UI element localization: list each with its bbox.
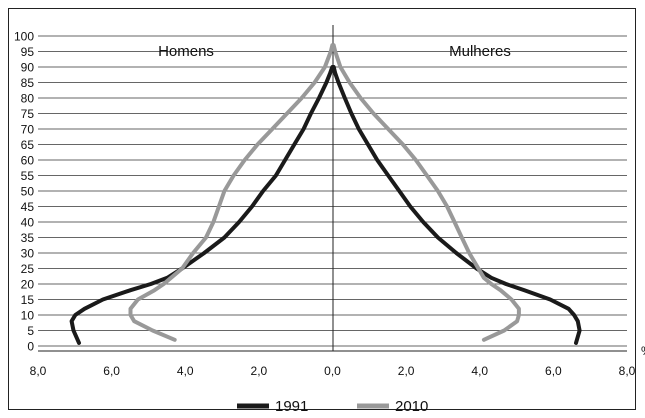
y-tick-label: 85 xyxy=(21,76,35,90)
y-tick-label: 20 xyxy=(21,278,35,292)
series-line-2010-homens xyxy=(128,43,335,342)
y-tick-label: 25 xyxy=(21,262,35,276)
series-line-2010-mulheres xyxy=(331,43,521,342)
x-unit-label: % xyxy=(641,344,645,358)
y-tick-label: 100 xyxy=(14,30,34,44)
legend: 1991 2010 xyxy=(237,398,428,415)
y-tick-label: 95 xyxy=(21,45,35,59)
series-line-1991-homens xyxy=(69,65,335,345)
y-tick-label: 65 xyxy=(21,138,35,152)
series-lines xyxy=(69,43,582,345)
series-line-1991-mulheres xyxy=(331,65,582,345)
y-tick-label: 90 xyxy=(21,61,35,75)
x-tick-label: 8,0 xyxy=(30,364,47,378)
left-panel-label: Homens xyxy=(158,43,214,60)
x-tick-label: 0,0 xyxy=(324,364,341,378)
y-tick-label: 35 xyxy=(21,231,35,245)
y-tick-label: 0 xyxy=(27,340,34,354)
chart-border xyxy=(8,8,636,410)
x-tick-label: 2,0 xyxy=(251,364,268,378)
y-tick-label: 5 xyxy=(27,324,34,338)
y-tick-label: 75 xyxy=(21,107,35,121)
y-tick-label: 80 xyxy=(21,92,35,106)
x-tick-label: 2,0 xyxy=(398,364,415,378)
x-tick-label: 4,0 xyxy=(471,364,488,378)
right-panel-label: Mulheres xyxy=(449,43,511,60)
y-tick-label: 60 xyxy=(21,154,35,168)
legend-label: 2010 xyxy=(395,398,428,415)
x-axis-ticks: 8,0 6,0 4,0 2,0 0,0 2,0 4,0 6,0 8,0 xyxy=(30,364,636,378)
y-tick-label: 45 xyxy=(21,200,35,214)
y-tick-label: 10 xyxy=(21,309,35,323)
y-tick-label: 40 xyxy=(21,216,35,230)
y-tick-label: 70 xyxy=(21,123,35,137)
x-tick-label: 6,0 xyxy=(103,364,120,378)
x-tick-label: 6,0 xyxy=(545,364,562,378)
y-tick-label: 55 xyxy=(21,169,35,183)
y-tick-label: 30 xyxy=(21,247,35,261)
legend-label: 1991 xyxy=(275,398,308,415)
y-tick-label: 15 xyxy=(21,293,35,307)
x-tick-label: 8,0 xyxy=(619,364,636,378)
y-tick-label: 50 xyxy=(21,185,35,199)
x-tick-label: 4,0 xyxy=(177,364,194,378)
